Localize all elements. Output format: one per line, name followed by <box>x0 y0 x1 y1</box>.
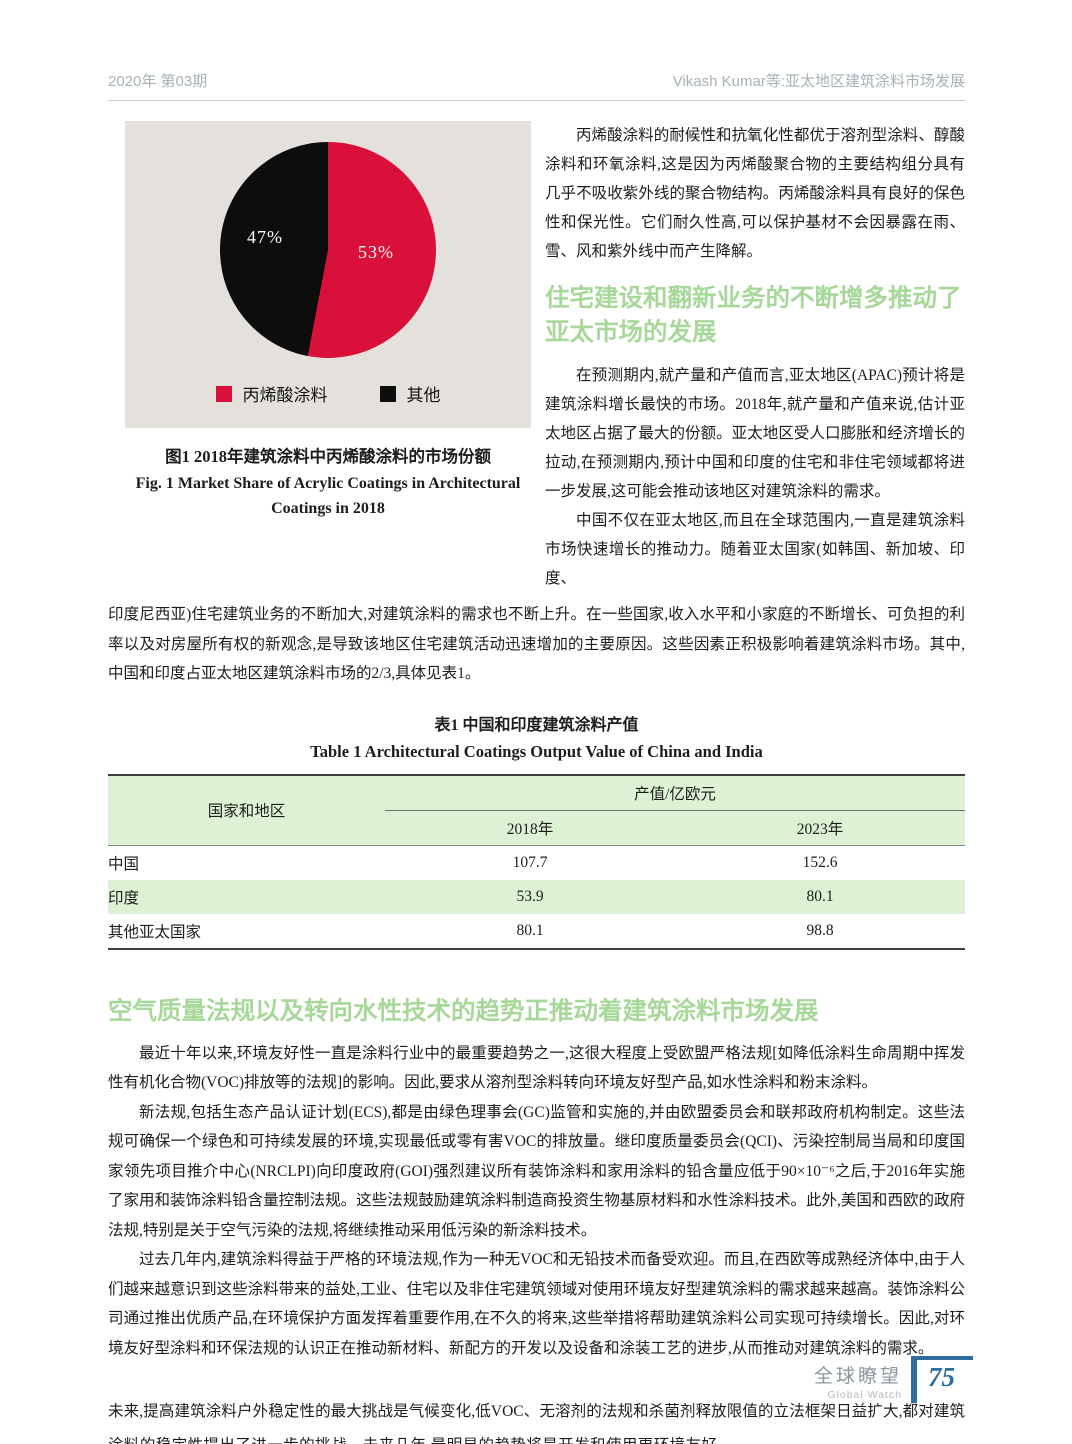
page-header: 2020年 第03期 Vikash Kumar等:亚太地区建筑涂料市场发展 <box>108 70 965 91</box>
paragraph-future: 译自 EUROPEAN COATINGS JOURNAL 2020年第01期 中… <box>108 1395 965 1444</box>
table1-region-other-apac: 其他亚太国家 <box>108 923 202 941</box>
table1-header-row2: 2018年 2023年 <box>108 810 965 846</box>
paragraph-decade-trend: 最近十年以来,环境友好性一直是涂料行业中的最重要趋势之一,这很大程度上受欧盟严格… <box>108 1044 965 1092</box>
running-title: Vikash Kumar等:亚太地区建筑涂料市场发展 <box>672 73 965 90</box>
top-columns: 53% 47% 丙烯酸涂料 其他 图1 2018年建筑涂料中丙烯酸涂料的市场份额 <box>108 121 965 593</box>
paragraph-future-text: 未来,提高建筑涂料户外稳定性的最大挑战是气候变化,低VOC、无溶剂的法规和杀菌剂… <box>108 1403 965 1444</box>
page-footer-block: 全球瞭望 Global Watch 75 <box>814 1356 973 1403</box>
table1-india-2018: 53.9 <box>385 879 675 914</box>
table1-block: 表1 中国和印度建筑涂料产值 Table 1 Architectural Coa… <box>108 711 965 950</box>
table1-col-2023: 2023年 <box>675 810 965 846</box>
legend-label-other: 其他 <box>406 386 441 405</box>
legend-item-other: 其他 <box>379 381 441 406</box>
table-row: 其他亚太国家 80.1 98.8 <box>108 914 965 949</box>
table1-region-china: 中国 <box>108 855 140 873</box>
paragraph-china-driver: 中国不仅在亚太地区,而且在全球范围内,一直是建筑涂料市场快速增长的推动力。随着亚… <box>545 512 965 587</box>
text-column: 丙烯酸涂料的耐候性和抗氧化性都优于溶剂型涂料、醇酸涂料和环氧涂料,这是因为丙烯酸… <box>545 121 965 593</box>
section-air-quality: 空气质量法规以及转向水性技术的趋势正推动着建筑涂料市场发展 最近十年以来,环境友… <box>108 992 965 1364</box>
section-name-zh: 全球瞭望 <box>813 1366 902 1387</box>
table1-title-en: Table 1 Architectural Coatings Output Va… <box>310 741 763 761</box>
paragraph-apac-forecast: 在预测期内,就产量和产值而言,亚太地区(APAC)预计将是建筑涂料增长最快的市场… <box>545 367 965 500</box>
final-section: 译自 EUROPEAN COATINGS JOURNAL 2020年第01期 中… <box>108 1395 965 1444</box>
table1-other-2018: 80.1 <box>516 921 544 939</box>
figure1-caption: 图1 2018年建筑涂料中丙烯酸涂料的市场份额 Fig. 1 Market Sh… <box>125 443 531 521</box>
table-row: 印度 53.9 80.1 <box>108 879 965 914</box>
legend-label-acrylic: 丙烯酸涂料 <box>242 386 328 405</box>
pie-legend: 丙烯酸涂料 其他 <box>125 381 531 406</box>
table1-corner-header: 国家和地区 <box>108 774 385 846</box>
paragraph-past-years: 过去几年内,建筑涂料得益于严格的环境法规,作为一种无VOC和无铅技术而备受欢迎。… <box>108 1251 965 1357</box>
legend-item-acrylic: 丙烯酸涂料 <box>215 381 328 406</box>
pie-slice-label-acrylic: 53% <box>358 242 394 262</box>
heading-air-quality: 空气质量法规以及转向水性技术的趋势正推动着建筑涂料市场发展 <box>108 997 819 1025</box>
paragraph-acrylic-properties: 丙烯酸涂料的耐候性和抗氧化性都优于溶剂型涂料、醇酸涂料和环氧涂料,这是因为丙烯酸… <box>545 127 965 260</box>
section-name-en: Global Watch <box>827 1389 902 1401</box>
table1-title-zh: 表1 中国和印度建筑涂料产值 <box>434 716 639 734</box>
legend-swatch <box>379 385 396 402</box>
table1-group-header: 产值/亿欧元 <box>385 774 965 811</box>
page-number: 75 <box>911 1356 973 1403</box>
table1-other-2023: 98.8 <box>806 921 834 939</box>
issue-label: 2020年 第03期 <box>108 73 208 90</box>
figure1-caption-en: Fig. 1 Market Share of Acrylic Coatings … <box>125 471 531 521</box>
table1-header-row1: 国家和地区 产值/亿欧元 <box>108 774 965 846</box>
legend-swatch <box>215 385 232 402</box>
table1-china-2023: 152.6 <box>802 853 838 871</box>
pie-chart: 53% 47% <box>220 142 436 358</box>
table1-col-2018: 2018年 <box>385 810 675 846</box>
pie-slice-label-other: 47% <box>247 227 283 247</box>
table1-region-india: 印度 <box>108 879 385 914</box>
table1-india-2023: 80.1 <box>675 879 965 914</box>
figure1-caption-en-line1: Fig. 1 Market Share of Acrylic Coatings … <box>135 475 521 492</box>
figure1-caption-zh: 图1 2018年建筑涂料中丙烯酸涂料的市场份额 <box>165 447 491 466</box>
header-rule <box>108 100 965 101</box>
table1-china-2018: 107.7 <box>512 853 548 871</box>
figure1-caption-en-line2: Coatings in 2018 <box>271 500 385 517</box>
figure-column: 53% 47% 丙烯酸涂料 其他 图1 2018年建筑涂料中丙烯酸涂料的市场份额 <box>108 121 531 593</box>
figure1-box: 53% 47% 丙烯酸涂料 其他 <box>125 121 531 428</box>
paragraph-continued: 印度尼西亚)住宅建筑业务的不断加大,对建筑涂料的需求也不断上升。在一些国家,收入… <box>108 606 965 682</box>
paragraph-new-regulations: 新法规,包括生态产品认证计划(ECS),都是由绿色理事会(GC)监管和实施的,并… <box>108 1103 965 1239</box>
section-name: 全球瞭望 Global Watch <box>814 1356 902 1401</box>
table-row: 中国 107.7 152.6 <box>108 845 965 880</box>
table1: 国家和地区 产值/亿欧元 2018年 2023年 中国 107.7 152.6 … <box>108 773 965 950</box>
heading-residential-growth: 住宅建设和翻新业务的不断增多推动了亚太市场的发展 <box>545 285 962 346</box>
